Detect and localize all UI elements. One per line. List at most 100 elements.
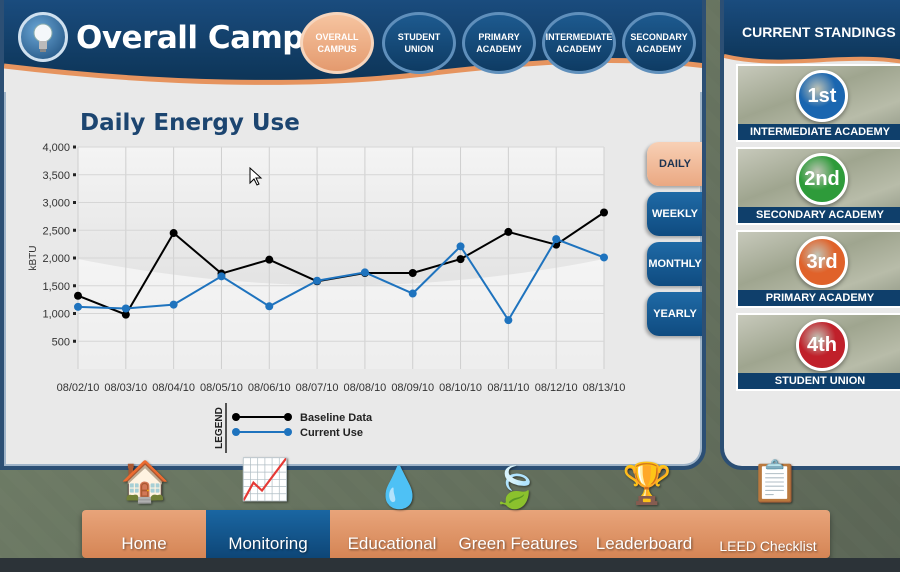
nav-label: Leaderboard [595,534,693,553]
tab-primary-academy[interactable]: PRIMARY ACADEMY [462,12,536,74]
data-point[interactable] [74,291,82,300]
mouse-cursor-icon [249,166,263,186]
data-point[interactable] [169,229,178,238]
nav-green-features[interactable]: 🍃 Green Features [454,468,582,558]
nav-label: LEED Checklist [719,538,817,554]
data-point[interactable] [552,235,561,244]
data-point[interactable] [360,268,369,277]
series-line-current-use [77,237,605,323]
data-point[interactable] [600,253,608,262]
y-axis-label: kBTU [28,246,39,271]
y-tick-label: 2,500 [42,225,70,237]
data-point[interactable] [265,302,274,311]
main-panel: Overall Campus OVERALL CAMPUS STUDENT UNI… [0,0,706,470]
nav-label: Monitoring [228,534,308,553]
data-point[interactable] [504,316,513,325]
water-drop-icon: 💧 [374,466,424,510]
data-point[interactable] [504,227,513,236]
standings-panel: CURRENT STANDINGS 1st INTERMEDIATE ACADEM… [720,0,900,470]
y-tick-label: 1,500 [42,281,70,293]
y-tick-label: 4,000 [42,142,70,154]
monthly-button[interactable]: MONTHLY [647,242,702,286]
standing-card-2[interactable]: 2nd SECONDARY ACADEMY [736,147,900,225]
trophy-icon: 🏆 [622,462,672,506]
data-point[interactable] [313,276,322,285]
page-title: Overall Campus [76,20,344,56]
standing-name: INTERMEDIATE ACADEMY [738,124,900,140]
data-point[interactable] [456,242,465,251]
data-point[interactable] [600,208,608,217]
house-icon: 🏠 [120,460,170,504]
x-tick-label: 08/11/10 [487,382,529,394]
y-tick-mark [73,339,76,343]
y-tick-mark [73,173,76,177]
data-point[interactable] [456,255,465,264]
nav-home[interactable]: 🏠 Home [82,462,206,558]
standing-name: SECONDARY ACADEMY [738,207,900,223]
rank-badge: 3rd [796,236,848,288]
standing-name: PRIMARY ACADEMY [738,290,900,306]
rank-badge: 4th [796,319,848,371]
yearly-button[interactable]: YEARLY [647,292,702,336]
header-wave [4,57,702,92]
bottom-strip [0,558,900,572]
chart-bulb-icon: 📈 [240,458,290,502]
y-tick-label: 3,500 [42,170,70,182]
nav-leaderboard[interactable]: 🏆 Leaderboard [582,464,706,558]
data-point[interactable] [121,310,130,319]
y-tick-mark [73,228,76,232]
standing-card-1[interactable]: 1st INTERMEDIATE ACADEMY [736,64,900,142]
x-tick-label: 08/09/10 [391,382,434,394]
legend-swatch-dot [284,413,292,421]
x-tick-label: 08/10/10 [439,382,482,394]
standing-card-3[interactable]: 3rd PRIMARY ACADEMY [736,230,900,308]
legend-swatch-dot [284,428,292,436]
legend-swatch-dot [232,428,240,436]
data-point[interactable] [408,268,417,277]
legend-entry: Current Use [300,427,363,439]
x-tick-label: 08/04/10 [152,382,195,394]
data-point[interactable] [169,300,178,309]
daily-button[interactable]: DAILY [647,142,702,186]
nav-label: Educational [347,534,437,553]
y-tick-label: 2,000 [42,253,70,265]
weekly-button[interactable]: WEEKLY [647,192,702,236]
chart-title: Daily Energy Use [80,110,300,136]
tab-student-union[interactable]: STUDENT UNION [382,12,456,74]
rank-badge: 1st [796,70,848,122]
standings-header [724,0,900,64]
legend-title: LEGEND [214,407,225,449]
nav-label: Green Features [458,534,578,553]
tab-secondary-academy[interactable]: SECONDARY ACADEMY [622,12,696,74]
lightbulb-icon [33,23,53,52]
data-point[interactable] [408,289,417,298]
standings-title: CURRENT STANDINGS [742,24,896,40]
bottom-nav: 🏠 Home 📈 Monitoring 💧 Educational 🍃 Green Featu… [82,460,830,558]
data-point[interactable] [121,304,130,313]
x-tick-label: 08/12/10 [535,382,578,394]
nav-educational[interactable]: 💧 Educational [330,468,454,558]
nav-leed-checklist[interactable]: 📋 LEED Checklist [706,462,830,558]
nav-label: Home [121,534,167,553]
leaf-icon: 🍃 [490,466,540,510]
y-tick-mark [73,284,76,288]
tab-overall-campus[interactable]: OVERALL CAMPUS [300,12,374,74]
x-tick-label: 08/13/10 [583,382,626,394]
clipboard-check-icon: 📋 [750,460,800,504]
legend-swatch-dot [232,413,240,421]
tab-intermediate-academy[interactable]: INTERMEDIATE ACADEMY [542,12,616,74]
x-tick-label: 08/08/10 [343,382,386,394]
standing-card-4[interactable]: 4th STUDENT UNION [736,313,900,391]
nav-monitoring[interactable]: 📈 Monitoring [206,460,330,558]
data-point[interactable] [74,302,82,311]
data-point[interactable] [217,272,226,281]
standing-name: STUDENT UNION [738,373,900,389]
data-point[interactable] [265,255,274,264]
lightbulb-logo [18,12,68,62]
rank-badge: 2nd [796,153,848,205]
energy-line-chart: 500 1,000 1,500 2,000 2,500 3,000 3,500 4,000 kB… [28,142,626,453]
y-tick-label: 3,000 [42,198,70,210]
y-tick-mark [73,312,76,315]
y-tick-mark [73,201,76,204]
x-tick-label: 08/06/10 [248,382,291,394]
